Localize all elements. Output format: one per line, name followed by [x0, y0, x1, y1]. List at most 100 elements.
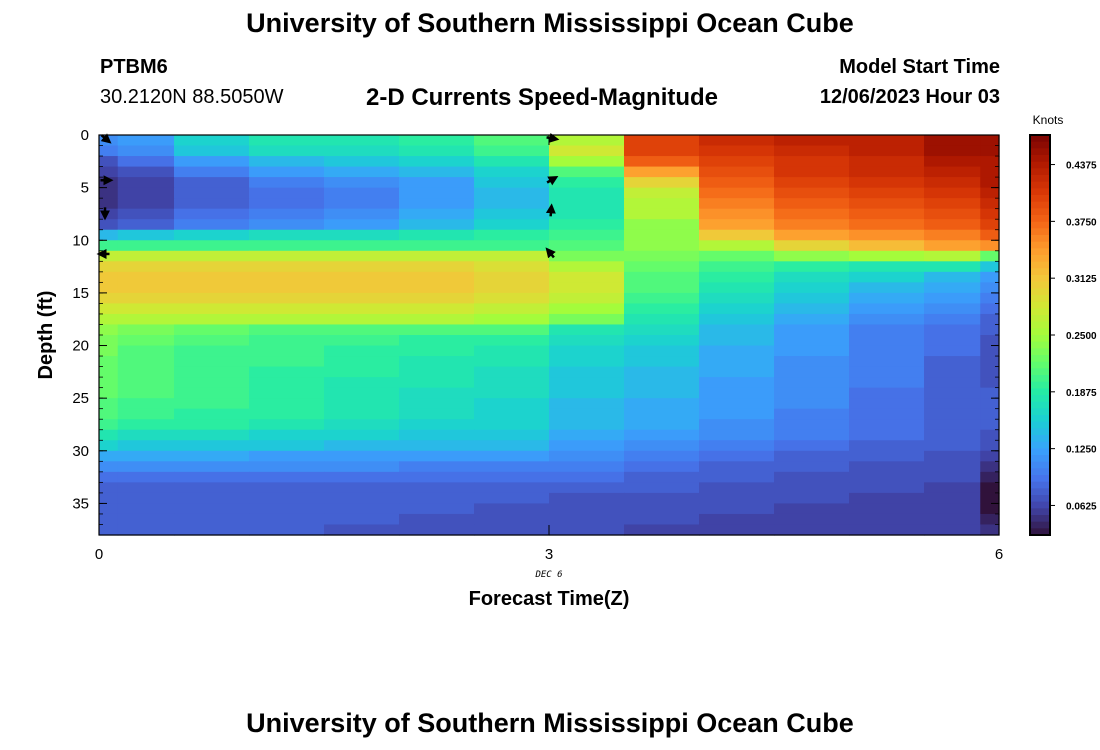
colorbar-segment — [1030, 435, 1050, 443]
heatmap-cell — [324, 482, 400, 494]
heatmap-cell — [849, 198, 925, 210]
heatmap-cell — [774, 145, 850, 157]
heatmap-cell — [980, 313, 1000, 326]
heatmap-cell — [399, 356, 475, 368]
heatmap-cell — [99, 166, 119, 178]
heatmap-cell — [549, 177, 625, 189]
heatmap-cell — [699, 377, 775, 389]
heatmap-cell — [174, 356, 250, 368]
heatmap-cell — [174, 335, 250, 347]
heatmap-cell — [399, 408, 475, 420]
heatmap-cell — [117, 408, 175, 420]
heatmap-cell — [699, 177, 775, 189]
heatmap-cell — [174, 398, 250, 410]
heatmap-cell — [324, 240, 400, 252]
heatmap-cell — [549, 219, 625, 231]
heatmap-cell — [924, 524, 981, 536]
colorbar-segment — [1030, 201, 1050, 209]
heatmap-cell — [849, 398, 925, 410]
heatmap-cell — [980, 303, 1000, 315]
heatmap-cell — [774, 313, 850, 326]
y-tick-label: 20 — [72, 338, 89, 355]
heatmap-cell — [624, 366, 700, 378]
heatmap-cell — [774, 419, 850, 431]
heatmap-cell — [699, 419, 775, 431]
heatmap-cell — [774, 177, 850, 189]
heatmap-cell — [624, 356, 700, 368]
heatmap-cell — [699, 366, 775, 378]
heatmap-cell — [980, 398, 1000, 410]
heatmap-cell — [774, 503, 850, 515]
heatmap-cell — [324, 398, 400, 410]
heatmap-cell — [624, 408, 700, 420]
heatmap-cell — [924, 366, 981, 378]
heatmap-cell — [549, 387, 625, 399]
heatmap-cell — [324, 303, 400, 315]
heatmap-cell — [174, 145, 250, 157]
heatmap-cell — [699, 387, 775, 399]
heatmap-cell — [849, 335, 925, 347]
heatmap-cell — [699, 313, 775, 326]
heatmap-cell — [699, 335, 775, 347]
colorbar-segment — [1030, 448, 1050, 456]
heatmap-cell — [99, 356, 119, 368]
heatmap-cell — [99, 177, 119, 189]
heatmap-cell — [99, 261, 119, 273]
heatmap-cell — [924, 450, 981, 462]
colorbar-segment — [1030, 261, 1050, 269]
heatmap-cell — [249, 156, 325, 168]
heatmap-cell — [774, 219, 850, 231]
heatmap-cell — [774, 335, 850, 347]
colorbar-label: Knots — [1033, 113, 1064, 127]
heatmap-cell — [774, 271, 850, 283]
colorbar-segment — [1030, 308, 1050, 316]
colorbar-segment — [1030, 328, 1050, 336]
heatmap-cell — [624, 229, 700, 241]
heatmap-cell — [774, 482, 850, 494]
heatmap-cell — [624, 440, 700, 452]
heatmap-cell — [549, 408, 625, 420]
colorbar-segment — [1030, 355, 1050, 363]
heatmap-cell — [774, 166, 850, 178]
heatmap-cell — [249, 471, 325, 483]
heatmap-cell — [699, 356, 775, 368]
heatmap-cell — [399, 261, 475, 273]
heatmap-cell — [849, 324, 925, 336]
heatmap-cell — [980, 324, 1000, 336]
heatmap-cell — [549, 335, 625, 347]
heatmap-cell — [849, 229, 925, 241]
heatmap-cell — [249, 219, 325, 231]
heatmap-cell — [324, 208, 400, 220]
heatmap-cell — [699, 229, 775, 241]
heatmap-cell — [624, 250, 700, 262]
heatmap-cell — [324, 135, 400, 147]
heatmap-cell — [624, 461, 700, 473]
heatmap-cell — [99, 429, 119, 441]
colorbar-segment — [1030, 135, 1050, 143]
heatmap-cell — [99, 282, 119, 294]
heatmap-cell — [980, 208, 1000, 220]
heatmap-cell — [117, 324, 175, 336]
heatmap-cell — [99, 229, 119, 241]
heatmap-cell — [549, 503, 625, 515]
heatmap-cell — [174, 440, 250, 452]
heatmap-cell — [399, 335, 475, 347]
colorbar-segment — [1030, 401, 1050, 409]
heatmap-cell — [249, 429, 325, 441]
heatmap-cell — [174, 219, 250, 231]
x-tick-label: 3 — [545, 546, 553, 563]
heatmap-cell — [924, 356, 981, 368]
heatmap-cell — [399, 282, 475, 294]
heatmap-cell — [774, 229, 850, 241]
heatmap-cell — [624, 219, 700, 231]
heatmap-cell — [980, 513, 1000, 526]
colorbar-segment — [1030, 168, 1050, 176]
heatmap-cell — [117, 198, 175, 210]
station-id: PTBM6 — [100, 56, 168, 78]
heatmap-cell — [774, 492, 850, 505]
heatmap-cell — [474, 471, 550, 483]
heatmap-cell — [624, 471, 700, 483]
heatmap-cell — [774, 261, 850, 273]
heatmap-cell — [324, 261, 400, 273]
heatmap-cell — [399, 429, 475, 441]
